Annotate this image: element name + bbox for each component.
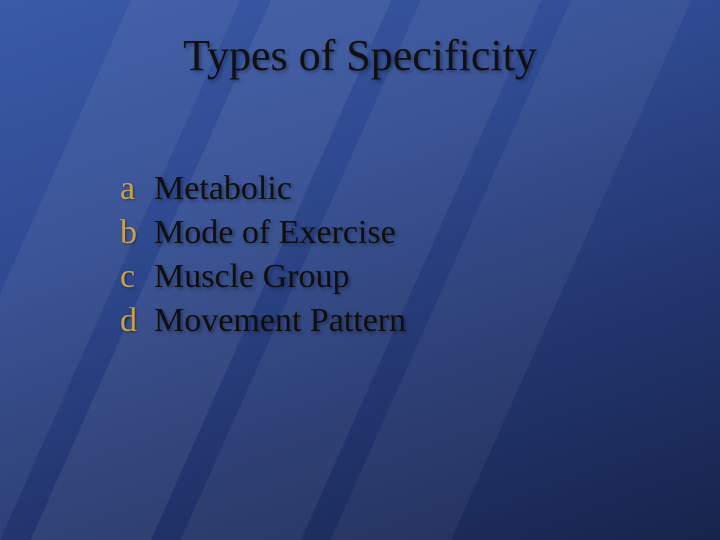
bullet-icon: d [120, 302, 154, 340]
bullet-icon: b [120, 214, 154, 252]
bullet-icon: a [120, 170, 154, 208]
list-item: a Metabolic [120, 170, 406, 208]
slide-body: a Metabolic b Mode of Exercise c Muscle … [120, 170, 406, 346]
list-item-text: Mode of Exercise [154, 214, 396, 252]
list-item: d Movement Pattern [120, 302, 406, 340]
list-item: b Mode of Exercise [120, 214, 406, 252]
slide: Types of Specificity a Metabolic b Mode … [0, 0, 720, 540]
list-item-text: Movement Pattern [154, 302, 406, 340]
list-item-text: Metabolic [154, 170, 292, 208]
list-item: c Muscle Group [120, 258, 406, 296]
list-item-text: Muscle Group [154, 258, 349, 296]
slide-title: Types of Specificity [0, 30, 720, 81]
bullet-icon: c [120, 258, 154, 296]
